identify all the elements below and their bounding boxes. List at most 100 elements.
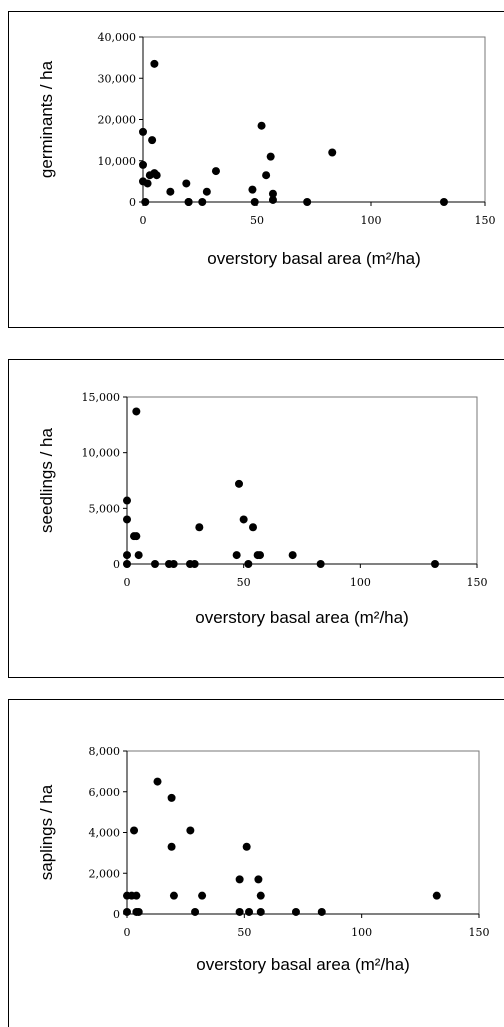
- data-point: [328, 148, 337, 157]
- plot-frame: [126, 750, 480, 915]
- data-point: [248, 185, 257, 194]
- y-tick-label: 6,000: [89, 786, 121, 799]
- plot-frame: [126, 396, 478, 565]
- data-point: [166, 187, 175, 196]
- data-point: [134, 551, 143, 560]
- x-tick-label: 50: [250, 214, 264, 227]
- data-point: [123, 551, 131, 560]
- data-point: [235, 479, 243, 488]
- germinants-chart-panel: [8, 11, 504, 328]
- y-axis-label: seedlings / ha: [37, 428, 56, 533]
- data-point: [143, 179, 152, 188]
- data-point: [169, 891, 178, 900]
- data-point: [134, 907, 143, 916]
- data-point: [268, 195, 277, 204]
- data-point: [249, 523, 257, 532]
- data-point: [167, 842, 176, 851]
- x-tick-label: 0: [140, 214, 147, 227]
- data-point: [182, 179, 191, 188]
- data-point: [439, 198, 448, 206]
- data-point: [242, 842, 251, 851]
- saplings-chart-panel: [8, 699, 504, 1027]
- data-point: [303, 198, 312, 206]
- y-tick-label: 15,000: [82, 391, 121, 404]
- y-tick-label: 30,000: [98, 72, 137, 85]
- data-point: [132, 532, 141, 541]
- x-axis-label: overstory basal area (m²/ha): [195, 608, 409, 627]
- data-point: [268, 189, 277, 198]
- data-point: [141, 198, 150, 206]
- chart-2: 0 2,000 4,000 6,000 8,000 0 50 100 150 saplings /…: [37, 745, 490, 974]
- x-tick-label: 100: [351, 926, 372, 939]
- data-point: [432, 891, 441, 900]
- data-point: [195, 523, 204, 532]
- y-tick-label: 10,000: [82, 447, 121, 460]
- data-point: [123, 496, 131, 505]
- data-point: [152, 171, 161, 180]
- data-point: [186, 826, 195, 835]
- x-tick-label: 150: [475, 214, 496, 227]
- y-axis-label: saplings / ha: [37, 784, 56, 880]
- seedlings-chart-panel: [8, 359, 504, 678]
- data-point: [191, 907, 200, 916]
- data-point: [123, 515, 131, 524]
- data-point: [123, 907, 131, 916]
- data-point: [211, 167, 220, 176]
- data-point: [169, 560, 178, 568]
- data-point: [184, 198, 193, 206]
- data-point: [190, 560, 199, 568]
- x-tick-label: 150: [467, 576, 488, 589]
- chart-0: 0 10,000 20,000 30,000 40,000 0 50 100 150 germin…: [37, 31, 496, 268]
- y-tick-label: 20,000: [98, 114, 137, 127]
- data-point: [151, 560, 159, 568]
- data-point: [139, 160, 147, 169]
- x-tick-label: 100: [361, 214, 382, 227]
- y-tick-label: 2,000: [89, 867, 121, 880]
- x-tick-label: 150: [469, 926, 490, 939]
- data-point: [431, 560, 439, 568]
- y-tick-label: 40,000: [98, 31, 137, 44]
- data-point: [123, 560, 131, 568]
- data-point: [150, 59, 159, 68]
- data-point: [266, 152, 275, 161]
- data-point: [317, 907, 326, 916]
- data-point: [250, 198, 259, 206]
- data-point: [288, 551, 297, 560]
- data-point: [198, 891, 207, 900]
- data-point: [167, 793, 176, 802]
- data-point: [239, 515, 248, 524]
- data-point: [235, 875, 244, 884]
- data-point: [316, 560, 325, 568]
- y-tick-label: 0: [129, 196, 136, 209]
- data-point: [256, 907, 265, 916]
- y-tick-label: 8,000: [89, 745, 121, 758]
- x-tick-label: 50: [237, 926, 251, 939]
- data-point: [132, 891, 141, 900]
- data-point: [130, 826, 139, 835]
- x-tick-label: 50: [237, 576, 251, 589]
- y-axis-label: germinants / ha: [37, 60, 56, 178]
- data-point: [254, 875, 263, 884]
- data-point: [257, 121, 266, 130]
- data-point: [245, 907, 254, 916]
- data-point: [202, 187, 211, 196]
- x-axis-label: overstory basal area (m²/ha): [207, 249, 421, 268]
- y-tick-label: 10,000: [98, 155, 137, 168]
- plot-frame: [142, 36, 486, 203]
- data-point: [235, 907, 244, 916]
- data-point: [148, 136, 157, 145]
- x-tick-label: 0: [124, 926, 131, 939]
- x-tick-label: 0: [124, 576, 131, 589]
- data-point: [198, 198, 207, 206]
- y-tick-label: 4,000: [89, 827, 121, 840]
- x-tick-label: 100: [350, 576, 371, 589]
- data-point: [291, 907, 300, 916]
- data-point: [232, 551, 241, 560]
- x-axis-label: overstory basal area (m²/ha): [196, 955, 410, 974]
- data-point: [256, 891, 265, 900]
- data-point: [256, 551, 264, 560]
- y-tick-label: 0: [113, 908, 120, 921]
- y-tick-label: 0: [113, 558, 120, 571]
- data-point: [153, 777, 162, 786]
